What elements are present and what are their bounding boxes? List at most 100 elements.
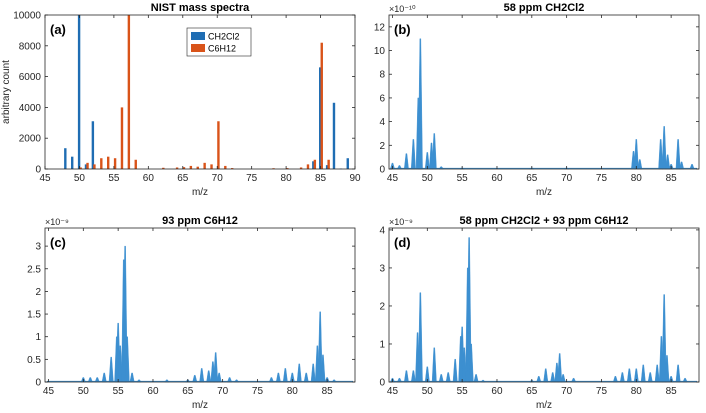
x-tick-label-b: 75 bbox=[596, 173, 608, 184]
x-tick-label-d: 65 bbox=[526, 386, 538, 397]
bar-c6h12-mz67 bbox=[196, 166, 199, 169]
legend-label-c6h12: C6H12 bbox=[208, 44, 236, 54]
bar-ch2cl2-mz52 bbox=[91, 121, 95, 169]
y-tick-label-a: 10000 bbox=[13, 11, 41, 22]
bar-c6h12-mz68 bbox=[203, 162, 206, 169]
bar-c6h12-mz56 bbox=[120, 107, 124, 169]
y-axis-exponent-b: ×10⁻¹⁰ bbox=[389, 4, 416, 14]
bar-c6h12-mz62 bbox=[162, 167, 165, 169]
bar-c6h12-mz86 bbox=[327, 159, 330, 169]
y-tick-label-d: 4 bbox=[379, 225, 385, 236]
x-tick-label-d: 75 bbox=[596, 386, 608, 397]
bar-ch2cl2-mz84 bbox=[312, 161, 315, 169]
y-tick-label-c: 1.5 bbox=[27, 310, 41, 321]
bar-ch2cl2-mz50 bbox=[77, 15, 81, 169]
bar-c6h12-mz83 bbox=[306, 164, 310, 169]
y-tick-label-b: 8 bbox=[379, 70, 385, 81]
panel-label-a: (a) bbox=[50, 22, 66, 37]
y-tick-label-b: 10 bbox=[374, 46, 386, 57]
y-tick-label-d: 0 bbox=[379, 378, 385, 389]
x-tick-label-a: 45 bbox=[39, 173, 51, 184]
y-tick-label-c: 0.5 bbox=[27, 355, 41, 366]
axes-frame-c bbox=[44, 227, 356, 383]
panel-title-a: NIST mass spectra bbox=[151, 2, 250, 14]
bar-c6h12-mz52 bbox=[93, 164, 96, 169]
bar-c6h12-mz64 bbox=[175, 167, 179, 169]
x-tick-label-b: 65 bbox=[526, 173, 538, 184]
bar-ch2cl2-mz85 bbox=[319, 67, 322, 169]
panel-label-d: (d) bbox=[394, 235, 411, 250]
bar-c6h12-mz82 bbox=[299, 167, 303, 169]
bar-c6h12-mz65 bbox=[182, 167, 186, 169]
bar-c6h12-mz58 bbox=[134, 159, 137, 169]
y-tick-label-a: 4000 bbox=[19, 103, 42, 114]
x-tick-label-c: 70 bbox=[217, 386, 229, 397]
bar-ch2cl2-mz89 bbox=[346, 158, 349, 169]
y-tick-label-c: 0 bbox=[35, 378, 41, 389]
panel-title-d: 58 ppm CH2Cl2 + 93 ppm C6H12 bbox=[459, 215, 628, 227]
legend-swatch-c6h12 bbox=[191, 44, 205, 52]
axes-frame-a bbox=[44, 14, 356, 170]
bar-c6h12-mz72 bbox=[231, 168, 234, 169]
bar-c6h12-mz69 bbox=[210, 164, 213, 169]
bar-c6h12-mz66 bbox=[189, 165, 193, 169]
x-tick-label-a: 65 bbox=[177, 173, 189, 184]
x-tick-label-d: 55 bbox=[457, 386, 469, 397]
bar-c6h12-mz51 bbox=[86, 162, 89, 169]
x-tick-label-d: 45 bbox=[387, 386, 399, 397]
x-tick-label-c: 75 bbox=[252, 386, 264, 397]
x-axis-label-a: m/z bbox=[192, 187, 208, 198]
y-tick-label-a: 0 bbox=[35, 165, 41, 176]
x-tick-label-c: 80 bbox=[287, 386, 299, 397]
panel-title-c: 93 ppm C6H12 bbox=[162, 215, 238, 227]
y-tick-label-a: 2000 bbox=[19, 134, 42, 145]
x-tick-label-c: 55 bbox=[113, 386, 125, 397]
y-tick-label-d: 2 bbox=[379, 301, 385, 312]
axes-frame-b bbox=[388, 14, 700, 170]
x-tick-label-c: 85 bbox=[322, 386, 334, 397]
x-tick-label-b: 70 bbox=[561, 173, 573, 184]
x-tick-label-a: 80 bbox=[281, 173, 293, 184]
y-tick-label-b: 6 bbox=[379, 93, 385, 104]
bar-c6h12-mz84 bbox=[313, 159, 317, 169]
y-tick-label-b: 2 bbox=[379, 141, 385, 152]
bar-c6h12-mz55 bbox=[113, 158, 117, 169]
x-tick-label-a: 85 bbox=[315, 173, 327, 184]
bar-c6h12-mz71 bbox=[224, 165, 227, 169]
y-tick-label-d: 3 bbox=[379, 263, 385, 274]
x-axis-label-d: m/z bbox=[536, 400, 552, 411]
x-tick-label-a: 90 bbox=[349, 173, 361, 184]
bar-ch2cl2-mz86 bbox=[325, 165, 329, 169]
bar-ch2cl2-mz49 bbox=[71, 156, 74, 169]
x-axis-label-c: m/z bbox=[192, 400, 208, 411]
y-tick-label-a: 8000 bbox=[19, 41, 42, 52]
legend-swatch-ch2cl2 bbox=[191, 32, 205, 40]
x-tick-label-b: 55 bbox=[457, 173, 469, 184]
x-tick-label-b: 85 bbox=[666, 173, 678, 184]
y-axis-label-a: arbitrary count bbox=[1, 60, 12, 124]
x-tick-label-b: 45 bbox=[387, 173, 399, 184]
bar-ch2cl2-mz87 bbox=[332, 102, 336, 169]
x-tick-label-d: 80 bbox=[631, 386, 643, 397]
x-tick-label-a: 55 bbox=[108, 173, 120, 184]
panel-title-b: 58 ppm CH2Cl2 bbox=[504, 2, 585, 14]
x-tick-label-d: 60 bbox=[491, 386, 503, 397]
bar-ch2cl2-mz48 bbox=[64, 148, 67, 169]
bar-ch2cl2-mz51 bbox=[84, 164, 88, 169]
y-tick-label-c: 2 bbox=[35, 287, 41, 298]
bar-c6h12-mz54 bbox=[107, 156, 110, 169]
bar-c6h12-mz50 bbox=[79, 167, 82, 169]
y-tick-label-b: 0 bbox=[379, 165, 385, 176]
bar-c6h12-mz85 bbox=[320, 42, 323, 169]
bar-c6h12-mz70 bbox=[217, 121, 220, 169]
x-tick-label-d: 85 bbox=[666, 386, 678, 397]
y-tick-label-c: 3 bbox=[35, 242, 41, 253]
y-axis-exponent-c: ×10⁻⁹ bbox=[45, 217, 69, 227]
legend-label-ch2cl2: CH2Cl2 bbox=[208, 32, 240, 42]
axes-frame-d bbox=[388, 227, 700, 383]
y-axis-exponent-d: ×10⁻⁹ bbox=[389, 217, 413, 227]
bar-c6h12-mz53 bbox=[100, 158, 103, 169]
x-tick-label-a: 75 bbox=[246, 173, 258, 184]
y-tick-label-c: 1 bbox=[35, 332, 41, 343]
